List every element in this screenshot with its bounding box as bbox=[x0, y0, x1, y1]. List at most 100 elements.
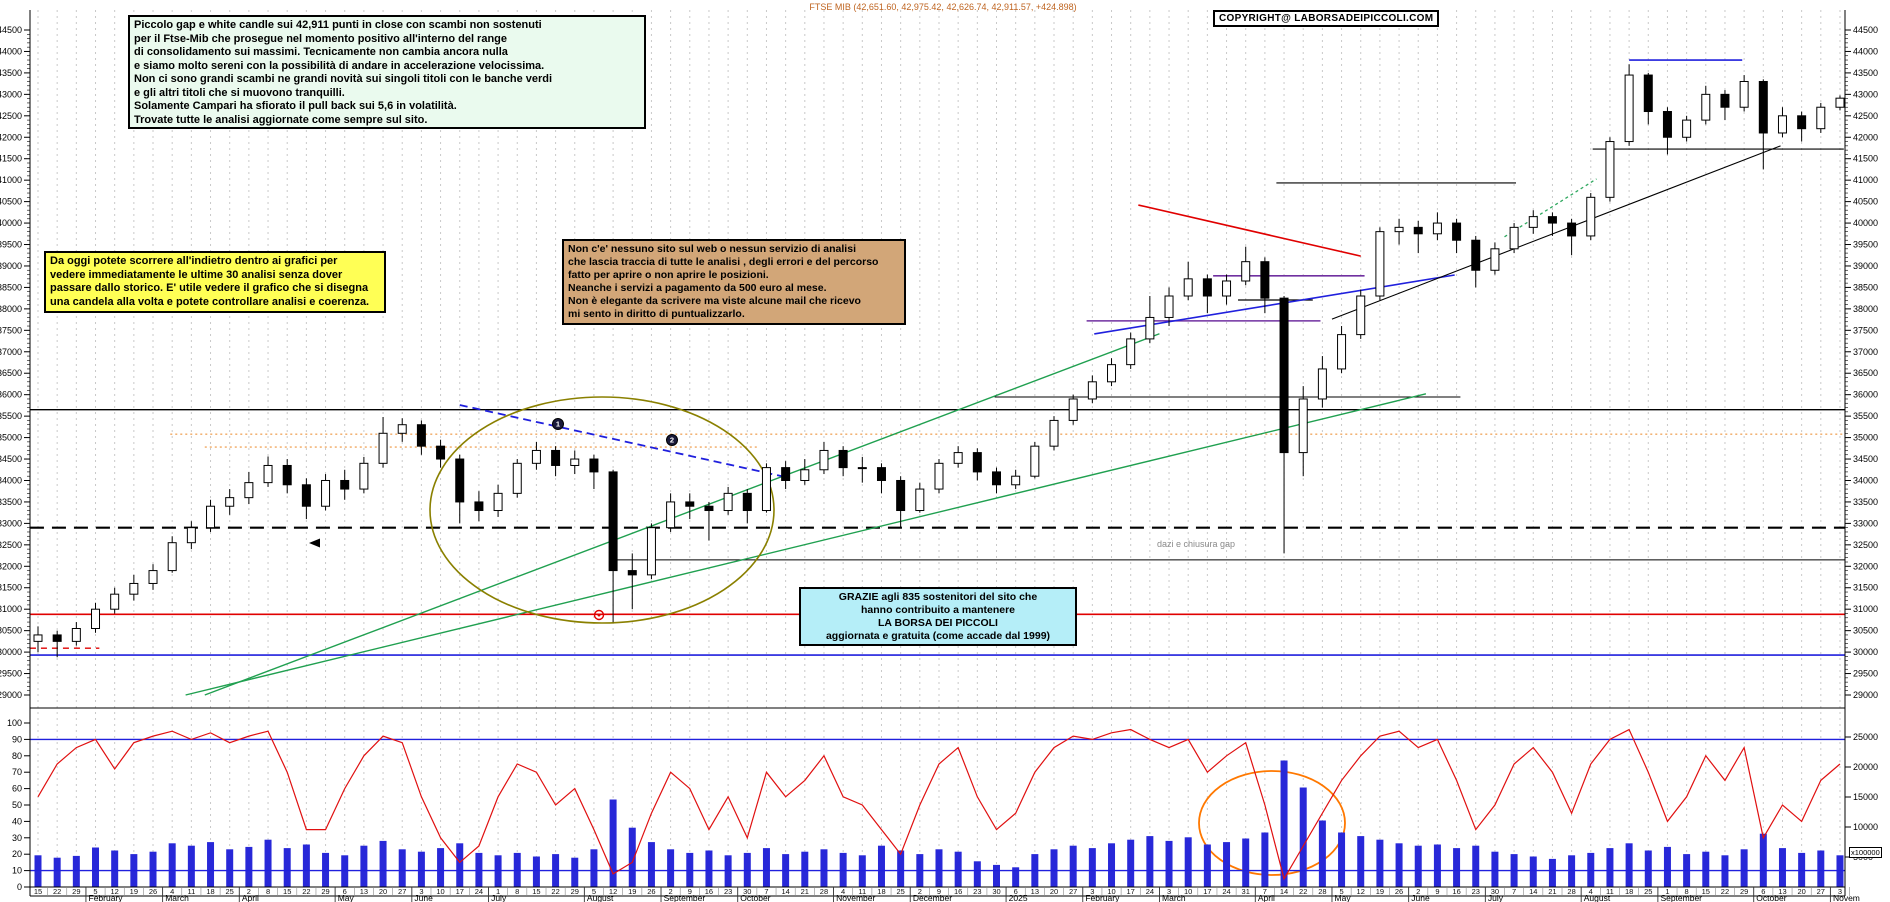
svg-text:37000: 37000 bbox=[0, 347, 22, 357]
svg-text:23: 23 bbox=[724, 887, 732, 896]
svg-text:August: August bbox=[1584, 893, 1611, 902]
svg-text:24: 24 bbox=[1146, 887, 1154, 896]
svg-text:7: 7 bbox=[1512, 887, 1516, 896]
svg-text:37500: 37500 bbox=[0, 325, 22, 335]
svg-text:13: 13 bbox=[1778, 887, 1786, 896]
svg-text:20: 20 bbox=[1797, 887, 1805, 896]
svg-text:5: 5 bbox=[592, 887, 596, 896]
svg-text:29: 29 bbox=[571, 887, 579, 896]
svg-text:35500: 35500 bbox=[1853, 411, 1878, 421]
svg-text:22: 22 bbox=[1299, 887, 1307, 896]
svg-text:30500: 30500 bbox=[0, 626, 22, 636]
svg-text:29000: 29000 bbox=[1853, 690, 1878, 700]
svg-text:2: 2 bbox=[918, 887, 922, 896]
svg-text:9: 9 bbox=[688, 887, 692, 896]
svg-text:Novem: Novem bbox=[1833, 893, 1860, 902]
svg-text:37500: 37500 bbox=[1853, 325, 1878, 335]
svg-text:42000: 42000 bbox=[1853, 132, 1878, 142]
svg-text:14: 14 bbox=[781, 887, 789, 896]
svg-text:15: 15 bbox=[34, 887, 42, 896]
svg-text:September: September bbox=[664, 893, 706, 902]
svg-text:42000: 42000 bbox=[0, 132, 22, 142]
svg-text:29000: 29000 bbox=[0, 690, 22, 700]
svg-text:31500: 31500 bbox=[1853, 583, 1878, 593]
svg-text:16: 16 bbox=[705, 887, 713, 896]
svg-text:32500: 32500 bbox=[0, 540, 22, 550]
svg-text:26: 26 bbox=[1395, 887, 1403, 896]
svg-text:21: 21 bbox=[801, 887, 809, 896]
svg-text:7: 7 bbox=[1263, 887, 1267, 896]
svg-text:39000: 39000 bbox=[1853, 261, 1878, 271]
svg-text:10: 10 bbox=[1107, 887, 1115, 896]
svg-text:18: 18 bbox=[206, 887, 214, 896]
svg-text:38000: 38000 bbox=[1853, 304, 1878, 314]
svg-text:29500: 29500 bbox=[1853, 669, 1878, 679]
svg-text:38500: 38500 bbox=[1853, 282, 1878, 292]
svg-text:43500: 43500 bbox=[0, 68, 22, 78]
svg-text:36000: 36000 bbox=[1853, 390, 1878, 400]
svg-text:41500: 41500 bbox=[1853, 154, 1878, 164]
svg-text:5: 5 bbox=[1339, 887, 1343, 896]
svg-text:43500: 43500 bbox=[1853, 68, 1878, 78]
svg-text:36000: 36000 bbox=[0, 390, 22, 400]
svg-text:29: 29 bbox=[321, 887, 329, 896]
svg-text:28: 28 bbox=[1318, 887, 1326, 896]
svg-text:27: 27 bbox=[1069, 887, 1077, 896]
svg-text:13: 13 bbox=[1031, 887, 1039, 896]
svg-text:3: 3 bbox=[1090, 887, 1094, 896]
svg-text:43000: 43000 bbox=[1853, 89, 1878, 99]
copyright-badge: COPYRIGHT@ LABORSADEIPICCOLI.COM bbox=[1213, 10, 1440, 27]
volume-bars bbox=[30, 738, 1845, 887]
svg-text:February: February bbox=[1085, 893, 1120, 902]
svg-text:27: 27 bbox=[398, 887, 406, 896]
services-note-box: Non c'e' nessuno sito sul web o nessun s… bbox=[562, 239, 906, 325]
svg-text:44000: 44000 bbox=[0, 46, 22, 56]
svg-text:30000: 30000 bbox=[1853, 647, 1878, 657]
svg-text:8: 8 bbox=[266, 887, 270, 896]
svg-text:November: November bbox=[836, 893, 875, 902]
svg-text:43000: 43000 bbox=[0, 89, 22, 99]
svg-text:20000: 20000 bbox=[1853, 762, 1878, 772]
svg-text:May: May bbox=[1335, 893, 1352, 902]
svg-text:10000: 10000 bbox=[1853, 822, 1878, 832]
svg-text:September: September bbox=[1660, 893, 1702, 902]
svg-text:2: 2 bbox=[669, 887, 673, 896]
svg-text:33000: 33000 bbox=[0, 518, 22, 528]
svg-text:35000: 35000 bbox=[1853, 433, 1878, 443]
svg-text:25: 25 bbox=[226, 887, 234, 896]
svg-text:2: 2 bbox=[670, 436, 674, 445]
svg-text:28: 28 bbox=[1567, 887, 1575, 896]
svg-text:40500: 40500 bbox=[0, 197, 22, 207]
svg-text:29: 29 bbox=[72, 887, 80, 896]
svg-text:10: 10 bbox=[436, 887, 444, 896]
svg-text:40500: 40500 bbox=[1853, 197, 1878, 207]
svg-text:12: 12 bbox=[609, 887, 617, 896]
svg-text:3: 3 bbox=[1167, 887, 1171, 896]
svg-text:March: March bbox=[165, 893, 189, 902]
svg-text:19: 19 bbox=[628, 887, 636, 896]
svg-text:1: 1 bbox=[556, 420, 560, 429]
svg-text:50: 50 bbox=[12, 800, 22, 810]
svg-text:18: 18 bbox=[1625, 887, 1633, 896]
dazi-gap-annotation: dazi e chiusura gap bbox=[1157, 539, 1236, 549]
svg-text:42500: 42500 bbox=[1853, 111, 1878, 121]
svg-text:40000: 40000 bbox=[1853, 218, 1878, 228]
svg-text:9: 9 bbox=[1435, 887, 1439, 896]
svg-text:2025: 2025 bbox=[1009, 893, 1028, 902]
svg-text:35000: 35000 bbox=[0, 433, 22, 443]
svg-text:34000: 34000 bbox=[0, 475, 22, 485]
svg-text:33500: 33500 bbox=[1853, 497, 1878, 507]
svg-text:44500: 44500 bbox=[0, 25, 22, 35]
svg-text:October: October bbox=[1756, 893, 1786, 902]
svg-text:11: 11 bbox=[858, 887, 866, 896]
svg-text:42500: 42500 bbox=[0, 111, 22, 121]
svg-text:14: 14 bbox=[1529, 887, 1537, 896]
svg-text:April: April bbox=[1258, 893, 1275, 902]
svg-text:April: April bbox=[242, 893, 259, 902]
svg-text:31500: 31500 bbox=[0, 583, 22, 593]
svg-text:33000: 33000 bbox=[1853, 518, 1878, 528]
svg-text:30: 30 bbox=[743, 887, 751, 896]
svg-text:4: 4 bbox=[841, 887, 845, 896]
